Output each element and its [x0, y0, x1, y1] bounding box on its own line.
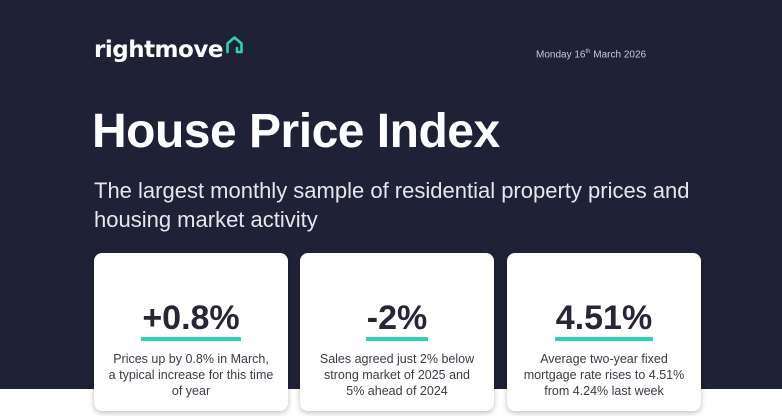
stat-value: +0.8% [94, 299, 288, 341]
stat-value: -2% [300, 299, 494, 341]
rightmove-logo[interactable]: rightmove [94, 36, 244, 63]
stat-description: Sales agreed just 2% below strong market… [319, 352, 475, 398]
page-title: House Price Index [92, 105, 500, 158]
stat-card-price-change: +0.8% Prices up by 0.8% in March, a typi… [94, 253, 288, 411]
report-date: Monday 16th March 2026 [536, 49, 647, 61]
stat-value: 4.51% [507, 299, 701, 341]
stat-description: Average two-year fixed mortgage rate ris… [523, 352, 685, 398]
stat-card-sales-agreed: -2% Sales agreed just 2% below strong ma… [300, 253, 494, 411]
house-icon [226, 36, 243, 54]
stat-card-mortgage-rate: 4.51% Average two-year fixed mortgage ra… [507, 253, 701, 411]
page-subtitle: The largest monthly sample of residentia… [94, 178, 690, 232]
stat-description: Prices up by 0.8% in March, a typical in… [108, 352, 274, 398]
logo-wordmark: rightmove [94, 37, 223, 63]
